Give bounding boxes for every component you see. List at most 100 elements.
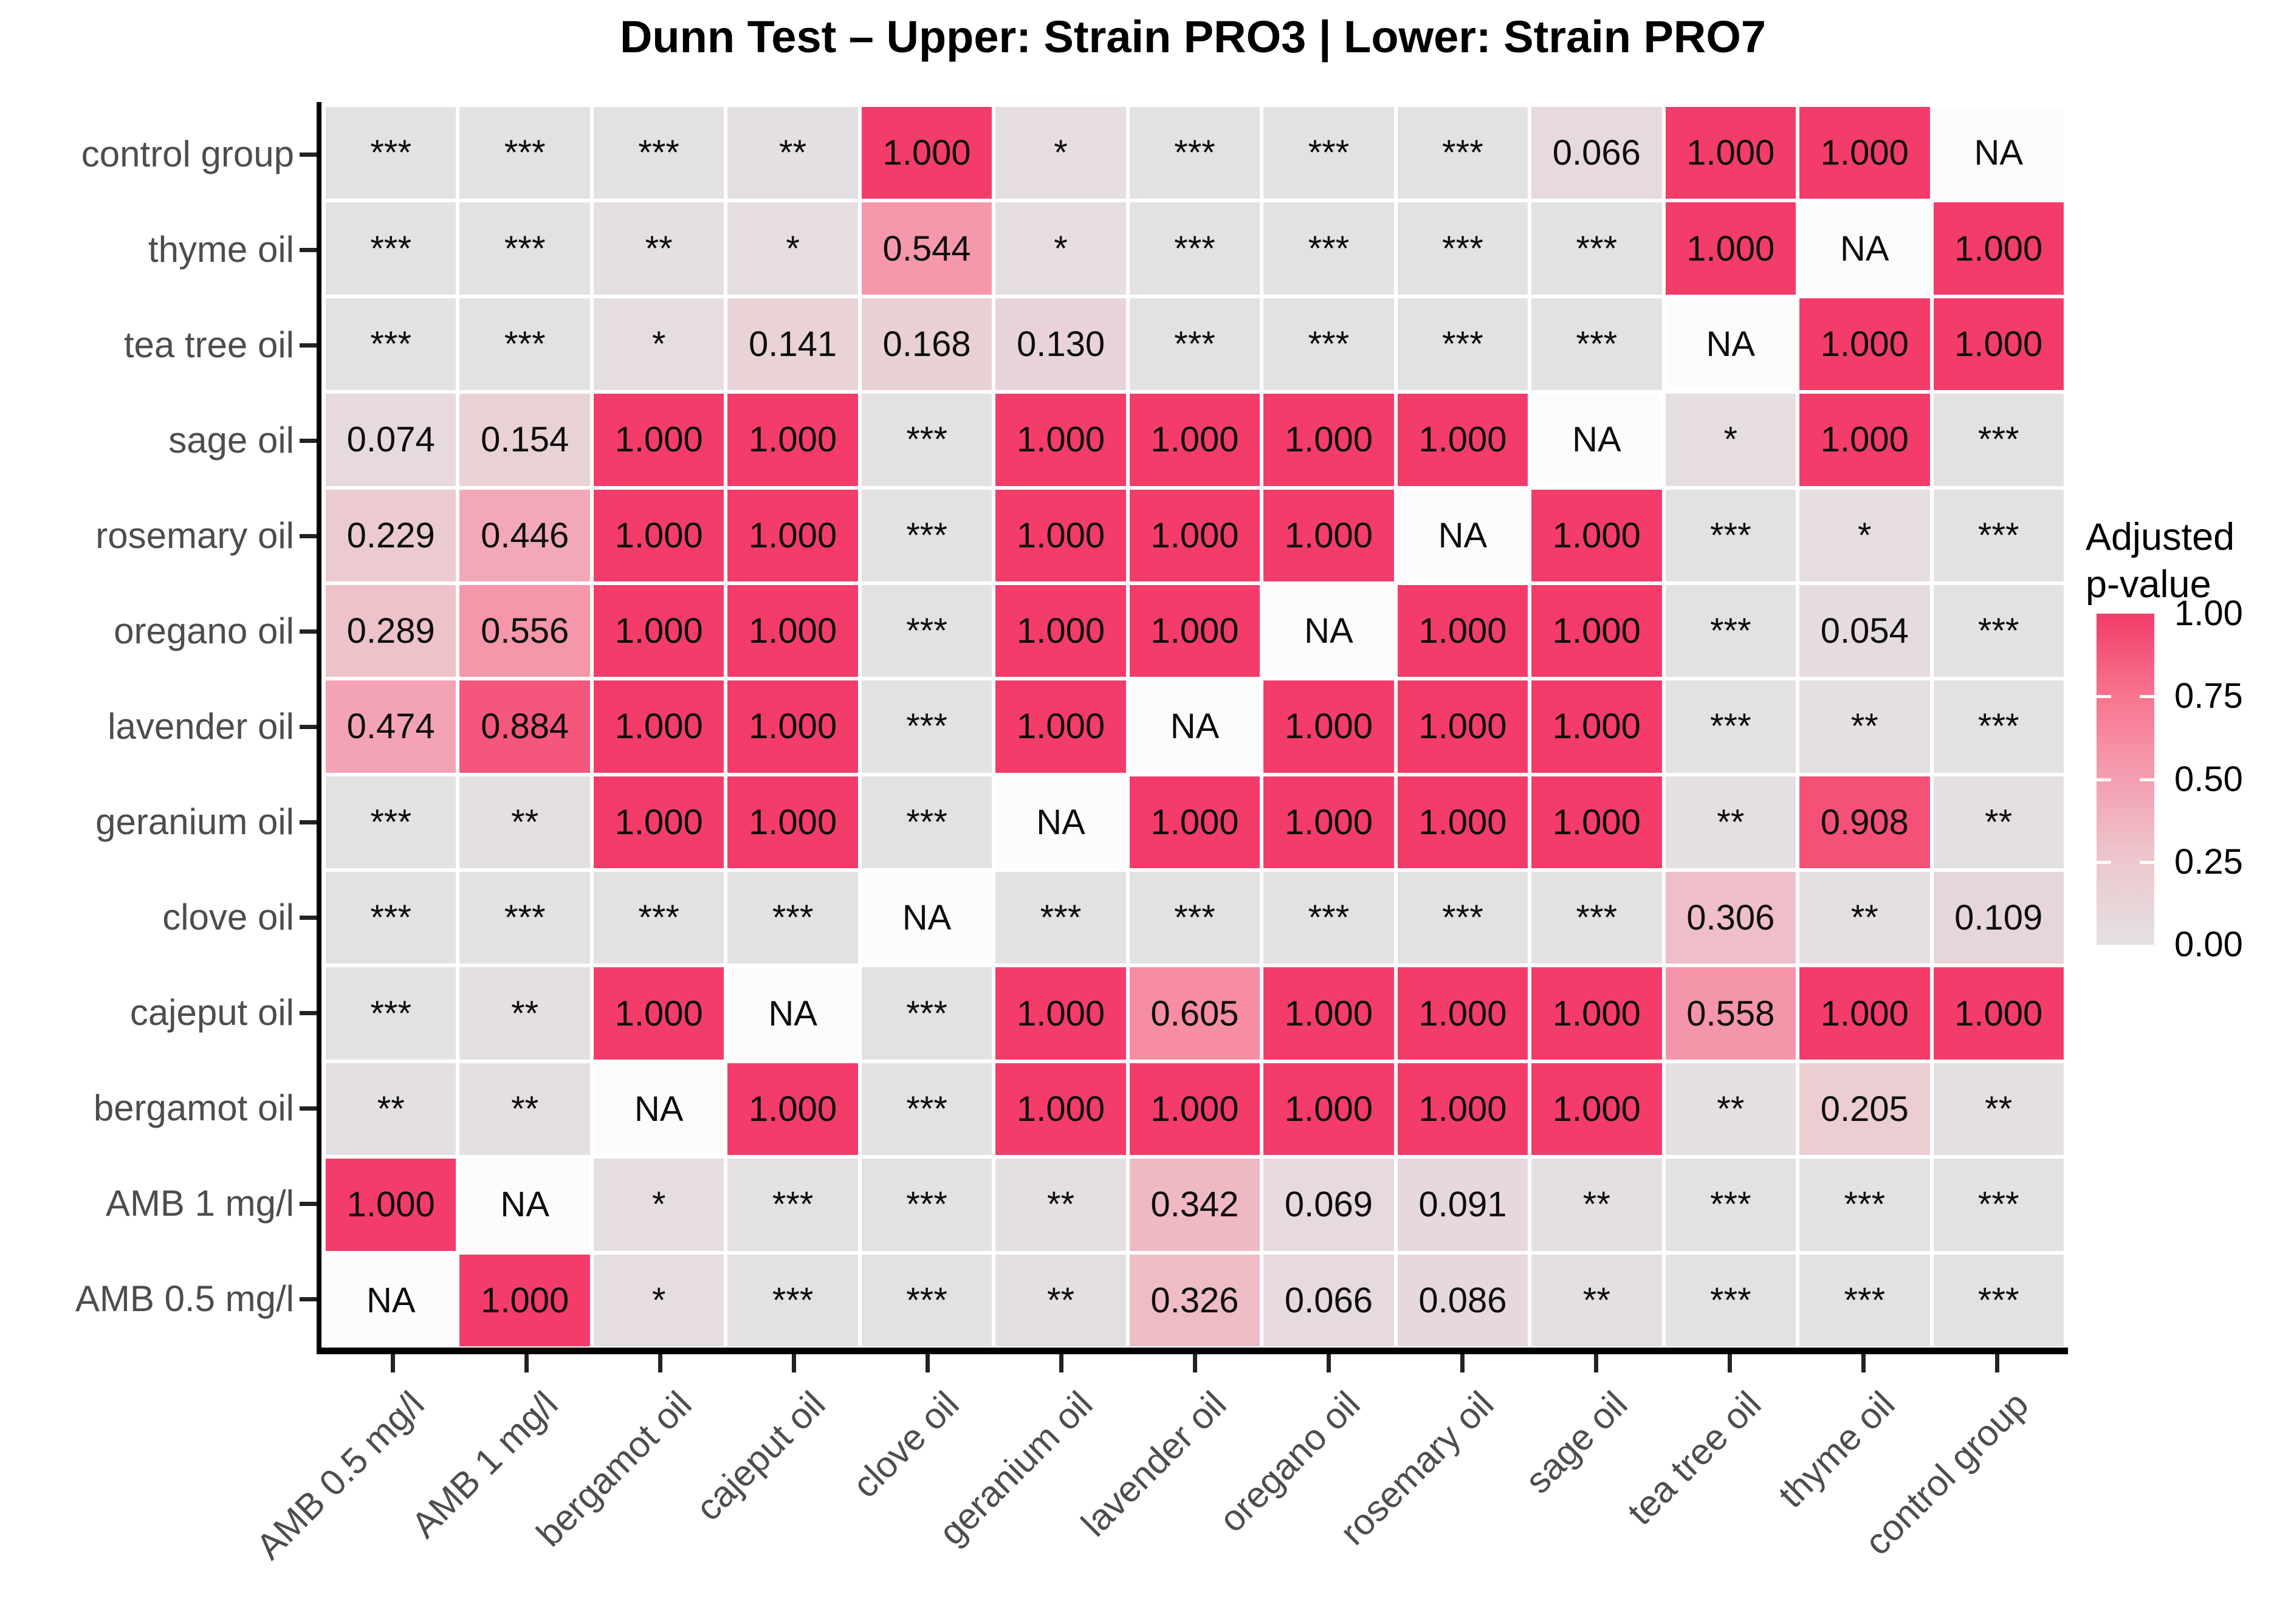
heatmap-cell: * xyxy=(727,202,858,295)
y-axis-label: rosemary oil xyxy=(95,515,294,557)
heatmap-cell: 0.205 xyxy=(1799,1063,1930,1156)
heatmap-cell: 1.000 xyxy=(1799,967,1930,1060)
heatmap-cell: 0.558 xyxy=(1665,967,1796,1060)
heatmap-cell: *** xyxy=(326,107,456,199)
heatmap-cell: ** xyxy=(459,776,590,869)
x-tick xyxy=(1594,1354,1598,1372)
heatmap-cell: *** xyxy=(727,1159,858,1251)
heatmap-cell: 1.000 xyxy=(1531,489,1662,581)
heatmap-cell: *** xyxy=(1933,1159,2064,1251)
heatmap-cell: NA xyxy=(727,967,858,1060)
heatmap-cell: *** xyxy=(861,1254,992,1346)
heatmap-cell: 1.000 xyxy=(1933,967,2064,1060)
x-tick xyxy=(1460,1354,1465,1372)
heatmap-cell: *** xyxy=(1665,584,1796,677)
heatmap-cell: 1.000 xyxy=(1397,394,1528,486)
heatmap-cell: *** xyxy=(727,872,858,964)
heatmap-cell: 0.605 xyxy=(1129,967,1260,1060)
heatmap-cell: 1.000 xyxy=(1665,202,1796,295)
heatmap-cell: 1.000 xyxy=(995,394,1126,486)
heatmap-cell: 0.086 xyxy=(1397,1254,1528,1346)
heatmap-cell: 1.000 xyxy=(1665,107,1796,199)
y-axis-label: clove oil xyxy=(162,896,294,937)
y-tick xyxy=(300,629,317,634)
x-tick xyxy=(1193,1354,1197,1372)
heatmap-cell: *** xyxy=(1397,298,1528,391)
x-tick xyxy=(926,1354,930,1372)
heatmap-cell: 0.168 xyxy=(861,298,992,391)
heatmap-cell: 1.000 xyxy=(1397,1063,1528,1156)
heatmap-cell: *** xyxy=(995,872,1126,964)
heatmap-cell: *** xyxy=(1933,394,2064,486)
heatmap-cell: 1.000 xyxy=(861,107,992,199)
heatmap-cell: *** xyxy=(1933,584,2064,677)
heatmap-cell: *** xyxy=(861,584,992,677)
legend-tick-label: 0.25 xyxy=(2174,841,2243,882)
heatmap-cell: *** xyxy=(1263,202,1394,295)
heatmap-cell: *** xyxy=(1531,202,1662,295)
heatmap-cell: ** xyxy=(1933,1063,2064,1156)
y-tick xyxy=(300,439,317,444)
heatmap-cell: 0.141 xyxy=(727,298,858,391)
heatmap-cell: *** xyxy=(861,967,992,1060)
heatmap-cell: 1.000 xyxy=(1531,584,1662,677)
legend-tick-label: 0.00 xyxy=(2174,925,2243,964)
y-tick xyxy=(300,1010,317,1015)
heatmap-cell: 1.000 xyxy=(727,584,858,677)
heatmap-cell: 0.054 xyxy=(1799,584,1930,677)
heatmap-cell: * xyxy=(1799,489,1930,581)
y-tick xyxy=(300,725,317,729)
heatmap-cell: NA xyxy=(861,872,992,964)
heatmap-cell: 1.000 xyxy=(727,1063,858,1156)
y-tick xyxy=(300,1297,317,1301)
heatmap-cell: *** xyxy=(1799,1254,1930,1346)
heatmap-cell: 0.066 xyxy=(1531,107,1662,199)
legend-tick-label: 1.00 xyxy=(2174,594,2243,633)
y-axis-label: sage oil xyxy=(168,420,294,461)
heatmap-cell: * xyxy=(995,202,1126,295)
heatmap-cell: NA xyxy=(459,1159,590,1251)
y-tick xyxy=(300,820,317,824)
heatmap-cell: 0.556 xyxy=(459,584,590,677)
heatmap-cell: *** xyxy=(861,776,992,869)
chart-title: Dunn Test – Upper: Strain PRO3 | Lower: … xyxy=(619,12,1767,62)
heatmap-cell: 0.069 xyxy=(1263,1159,1394,1251)
x-tick xyxy=(792,1354,796,1372)
heatmap-cell: 0.446 xyxy=(459,489,590,581)
heatmap-cell: 1.000 xyxy=(1129,1063,1260,1156)
legend-tick-mark xyxy=(2097,860,2111,864)
x-tick xyxy=(658,1354,662,1372)
heatmap-cell: 1.000 xyxy=(1933,202,2064,295)
heatmap-cell: 0.289 xyxy=(326,584,456,677)
heatmap-cell: 1.000 xyxy=(1397,584,1528,677)
legend-tick-label: 0.75 xyxy=(2174,676,2243,716)
y-axis-label: cajeput oil xyxy=(129,992,294,1033)
heatmap-cell: *** xyxy=(1129,298,1260,391)
heatmap-cell: NA xyxy=(1397,489,1528,581)
heatmap-cell: 0.306 xyxy=(1665,872,1796,964)
heatmap-cell: *** xyxy=(1531,298,1662,391)
heatmap-cell: ** xyxy=(459,967,590,1060)
heatmap-cell: *** xyxy=(326,776,456,869)
y-axis-label: control group xyxy=(81,134,294,175)
legend-tick-mark xyxy=(2140,860,2154,864)
y-axis-label: bergamot oil xyxy=(93,1087,294,1128)
heatmap-cell: 1.000 xyxy=(1933,298,2064,391)
x-tick xyxy=(391,1354,395,1372)
heatmap-cell: ** xyxy=(1799,680,1930,773)
heatmap-cell: ** xyxy=(1531,1254,1662,1346)
heatmap-cell: *** xyxy=(861,1159,992,1251)
heatmap-cell: *** xyxy=(1263,298,1394,391)
heatmap-cell: 1.000 xyxy=(995,680,1126,773)
heatmap-cell: *** xyxy=(1397,107,1528,199)
heatmap-cell: ** xyxy=(1665,1063,1796,1156)
heatmap-cell: *** xyxy=(326,202,456,295)
y-axis-line xyxy=(317,102,321,1351)
y-axis-label: geranium oil xyxy=(95,801,294,842)
heatmap-cell: 1.000 xyxy=(593,680,724,773)
heatmap-cell: 1.000 xyxy=(995,489,1126,581)
heatmap-cell: 1.000 xyxy=(995,584,1126,677)
heatmap-cell: 0.544 xyxy=(861,202,992,295)
heatmap-cell: 1.000 xyxy=(1263,680,1394,773)
heatmap-cell: 1.000 xyxy=(1263,776,1394,869)
